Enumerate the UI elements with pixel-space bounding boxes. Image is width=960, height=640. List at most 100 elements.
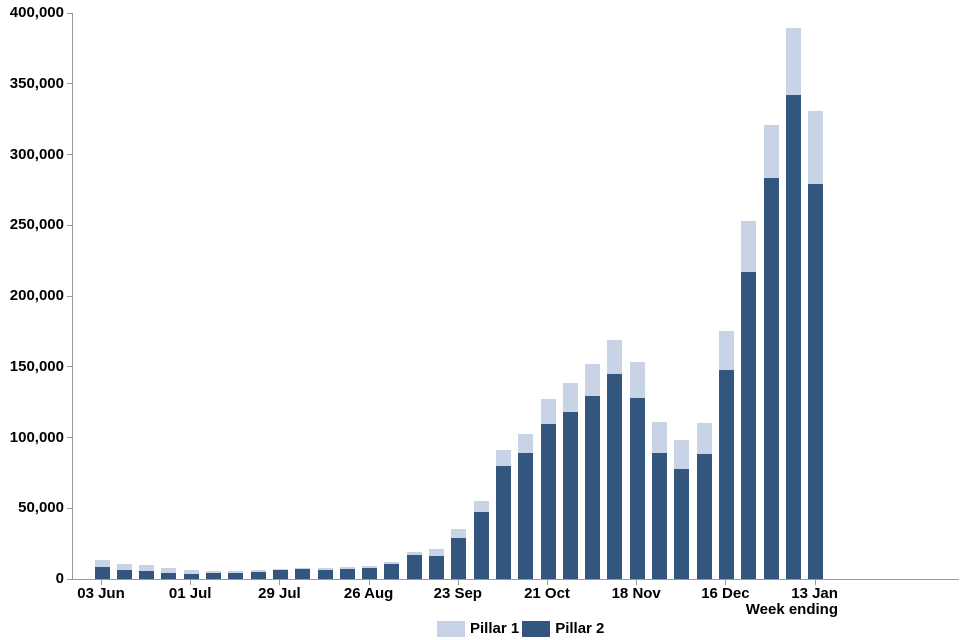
- bar-week-22 Jul: [250, 569, 266, 579]
- bar-week-16 Sep: [429, 549, 444, 579]
- x-axis-tick-label: 01 Jul: [168, 585, 212, 602]
- bar-segment-pillar2: [785, 94, 801, 579]
- x-axis-tick: [190, 580, 192, 585]
- bar-segment-pillar2: [585, 396, 601, 579]
- y-axis-tick-label: 100,000: [9, 428, 64, 446]
- bar-segment-pillar1: [696, 423, 712, 454]
- x-axis-tick: [814, 580, 816, 585]
- bar-segment-pillar1: [429, 549, 444, 556]
- bar-segment-pillar1: [94, 559, 110, 568]
- x-axis-tick-label: 13 Jan: [791, 585, 838, 602]
- bar-week-04 Nov: [585, 363, 601, 579]
- bar-segment-pillar2: [540, 424, 556, 579]
- bar-week-18 Nov: [629, 362, 645, 579]
- bar-week-30 Dec: [763, 125, 779, 579]
- y-axis-tick: [67, 83, 72, 85]
- bar-segment-pillar2: [206, 573, 221, 579]
- y-axis-tick-label: 250,000: [9, 216, 64, 234]
- y-axis-tick: [67, 224, 72, 226]
- bar-week-03 Jun: [94, 559, 110, 579]
- y-axis-tick-label: 400,000: [9, 4, 64, 21]
- y-axis-tick-label: 350,000: [9, 74, 64, 92]
- bar-segment-pillar2: [317, 569, 333, 579]
- legend-label-pillar1: Pillar 1: [470, 619, 520, 637]
- x-axis-tick: [279, 580, 281, 585]
- x-axis-tick: [368, 580, 370, 585]
- bar-week-11 Nov: [607, 340, 623, 579]
- bar-segment-pillar1: [741, 221, 757, 272]
- bar-segment-pillar2: [295, 569, 311, 579]
- plot-area: [72, 13, 959, 580]
- bar-week-02 Dec: [674, 440, 690, 579]
- bar-segment-pillar1: [295, 567, 311, 570]
- bar-segment-pillar1: [161, 567, 177, 573]
- bar-week-08 Jul: [206, 570, 221, 579]
- bar-segment-pillar2: [473, 511, 489, 579]
- bar-segment-pillar1: [607, 340, 623, 375]
- y-axis-tick: [67, 12, 72, 14]
- bar-segment-pillar1: [384, 562, 400, 565]
- bar-segment-pillar1: [362, 565, 378, 568]
- bar-segment-pillar1: [785, 28, 801, 95]
- bar-segment-pillar2: [429, 555, 444, 579]
- legend-swatch-pillar1: [437, 620, 465, 637]
- bar-segment-pillar2: [652, 452, 667, 579]
- bar-segment-pillar2: [763, 177, 779, 579]
- bar-segment-pillar2: [696, 453, 712, 579]
- bar-segment-pillar2: [139, 570, 155, 579]
- x-axis-tick-label: 21 Oct: [524, 585, 570, 602]
- bar-week-02 Sep: [384, 562, 400, 579]
- bar-segment-pillar2: [384, 564, 400, 579]
- bar-week-14 Oct: [518, 433, 534, 579]
- bar-week-01 Jul: [183, 569, 199, 579]
- bar-segment-pillar2: [406, 554, 422, 579]
- bar-week-10 Jun: [116, 563, 132, 579]
- bar-segment-pillar1: [272, 568, 288, 571]
- bar-week-05 Aug: [295, 567, 311, 579]
- x-axis-tick: [636, 580, 638, 585]
- bar-week-16 Dec: [718, 331, 734, 579]
- bar-segment-pillar2: [451, 537, 467, 579]
- bar-week-28 Oct: [562, 382, 578, 579]
- y-axis-tick: [67, 366, 72, 368]
- bar-week-12 Aug: [317, 567, 333, 579]
- y-axis-tick: [67, 507, 72, 509]
- bar-segment-pillar2: [228, 573, 244, 579]
- bar-segment-pillar2: [808, 184, 824, 579]
- bar-segment-pillar2: [250, 571, 266, 579]
- bar-segment-pillar2: [674, 469, 690, 579]
- bar-week-19 Aug: [339, 566, 355, 579]
- bar-segment-pillar1: [183, 569, 199, 574]
- bar-segment-pillar1: [629, 362, 645, 398]
- x-axis-tick: [101, 580, 102, 585]
- bar-week-13 Jan: [808, 110, 824, 579]
- bar-segment-pillar2: [495, 465, 511, 579]
- y-axis-tick: [67, 437, 72, 438]
- bar-segment-pillar1: [585, 363, 601, 397]
- bar-week-21 Oct: [540, 398, 556, 579]
- x-axis-tick: [725, 580, 727, 585]
- bar-segment-pillar2: [116, 569, 132, 579]
- bar-week-15 Jul: [228, 570, 244, 579]
- x-axis-tick-label: 18 Nov: [611, 585, 661, 602]
- y-axis-tick-label: 50,000: [18, 499, 64, 517]
- bar-segment-pillar1: [652, 421, 667, 453]
- bar-segment-pillar1: [540, 398, 556, 425]
- bar-week-24 Jun: [161, 567, 177, 579]
- y-axis-tick-label: 0: [55, 570, 64, 587]
- bar-segment-pillar2: [741, 271, 757, 579]
- x-axis-title: Week ending: [745, 601, 838, 618]
- bar-week-09 Sep: [406, 551, 422, 579]
- bar-segment-pillar1: [339, 566, 355, 569]
- bar-segment-pillar2: [183, 573, 199, 579]
- x-axis-tick-label: 23 Sep: [433, 585, 482, 602]
- bar-week-17 Jun: [139, 565, 155, 579]
- bar-week-23 Sep: [451, 529, 467, 579]
- bar-segment-pillar1: [518, 433, 534, 454]
- bar-segment-pillar1: [139, 565, 155, 571]
- y-axis-tick: [67, 295, 72, 297]
- x-axis-tick-label: 03 Jun: [77, 585, 125, 602]
- y-axis-tick-label: 150,000: [9, 357, 64, 375]
- bar-segment-pillar1: [718, 331, 734, 370]
